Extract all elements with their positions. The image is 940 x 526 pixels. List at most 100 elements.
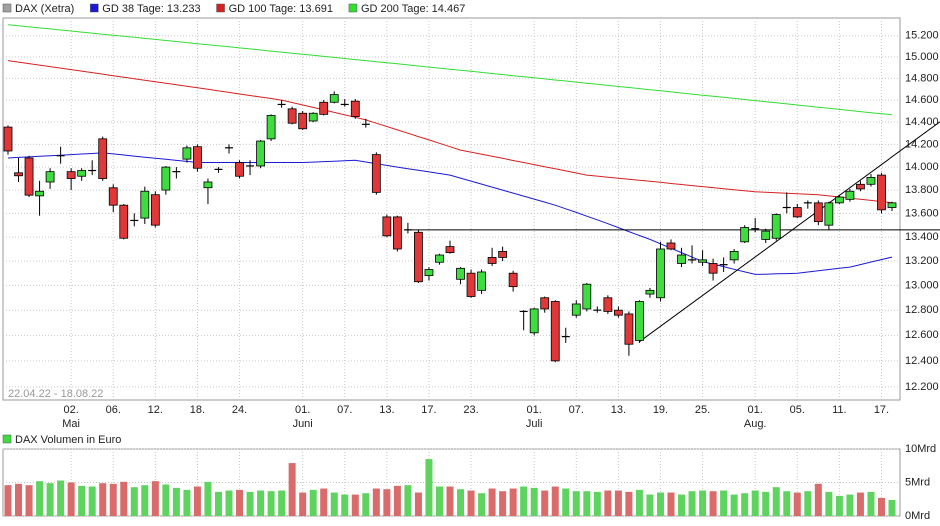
volume-bar — [762, 491, 770, 516]
volume-bar — [257, 490, 265, 516]
candle-body — [856, 183, 865, 190]
candle-body — [298, 112, 308, 130]
legend-marker — [348, 3, 358, 13]
candle-body — [708, 263, 718, 274]
candle-body — [140, 190, 150, 219]
candle-body — [3, 126, 13, 152]
volume-bar — [57, 480, 65, 516]
candle-body — [414, 231, 423, 283]
volume-bar — [278, 490, 286, 516]
candle-body — [161, 166, 171, 191]
x-tick-label: 07. — [337, 404, 352, 416]
volume-bar — [551, 486, 559, 516]
candle-body — [866, 176, 876, 185]
volume-bar — [709, 491, 717, 516]
x-tick-label: 24. — [232, 404, 247, 416]
x-tick-label: 17. — [421, 404, 436, 416]
candle-body — [150, 194, 160, 226]
candle-body — [287, 108, 297, 124]
candle-body — [698, 259, 707, 263]
candle-body — [666, 242, 676, 250]
volume-bar — [520, 486, 528, 516]
month-label: Mai — [62, 418, 80, 430]
candle-body — [445, 246, 455, 254]
volume-bar — [88, 486, 96, 516]
ma-line — [7, 152, 893, 275]
legend-label: GD 100 Tage: 13.691 — [229, 3, 333, 15]
candle-body — [498, 251, 508, 258]
volume-bar — [635, 489, 643, 516]
x-tick-label: 23. — [463, 404, 478, 416]
candle-body — [392, 216, 402, 250]
volume-bar — [425, 459, 433, 516]
volume-bar — [15, 483, 23, 516]
volume-bar — [604, 490, 612, 516]
candle-body — [771, 214, 781, 239]
month-label: Juli — [526, 418, 543, 430]
volume-bar — [467, 490, 475, 516]
x-tick-label: 19. — [653, 404, 668, 416]
volume-bar — [393, 485, 401, 516]
candle-body — [582, 283, 592, 310]
candle-body — [382, 216, 392, 237]
volume-bar — [383, 489, 391, 516]
candle-body — [656, 248, 665, 299]
x-tick-label: 11. — [832, 404, 846, 416]
candle-body — [45, 171, 55, 183]
volume-bar — [204, 481, 212, 516]
month-label: Aug. — [744, 418, 767, 430]
volume-bar — [835, 495, 843, 516]
x-tick-label: 07. — [569, 404, 584, 416]
volume-bar — [341, 494, 349, 516]
candle-body — [834, 196, 844, 204]
y-tick-label: 13.800 — [905, 184, 939, 196]
volume-bar — [372, 488, 380, 516]
volume-bar — [172, 487, 180, 516]
candle-body — [371, 154, 381, 193]
x-tick-label: 01. — [527, 404, 542, 416]
y-tick-label: 10Mrd — [905, 443, 936, 455]
volume-bar — [25, 485, 33, 516]
volume-bar — [362, 493, 370, 516]
y-tick-label: 13.400 — [905, 231, 939, 243]
month-label: Juni — [293, 418, 313, 430]
volume-bar — [541, 490, 549, 516]
volume-bar — [299, 492, 307, 516]
candle-body — [740, 227, 750, 243]
volume-bar — [78, 485, 86, 516]
candle-body — [571, 303, 581, 316]
candle-body — [508, 272, 518, 288]
candle-body — [329, 94, 339, 103]
candle-body — [119, 204, 129, 239]
candle-body — [624, 313, 634, 345]
volume-bar — [246, 491, 254, 516]
y-tick-label: 15.200 — [905, 30, 939, 42]
candle-body — [319, 101, 329, 115]
candle-body — [435, 254, 444, 263]
volume-bar — [499, 491, 507, 516]
candle-body — [529, 308, 539, 334]
volume-bar — [183, 489, 191, 516]
x-tick-label: 13. — [611, 404, 626, 416]
trend-line — [639, 121, 940, 343]
volume-bar — [36, 481, 44, 516]
candle-body — [424, 269, 434, 277]
volume-bar — [562, 488, 570, 516]
price-frame — [2, 17, 901, 401]
candle-body — [477, 271, 486, 291]
candle-body — [266, 115, 276, 140]
candle-body — [613, 309, 623, 316]
y-tick-label: 13.200 — [905, 255, 939, 267]
y-tick-label: 14.200 — [905, 138, 939, 150]
candle-body — [645, 289, 655, 295]
volume-bar — [814, 483, 822, 516]
volume-bar — [236, 489, 244, 516]
volume-bar — [846, 494, 854, 516]
volume-bar — [856, 492, 864, 516]
volume-bar — [741, 493, 749, 516]
candle-body — [761, 230, 771, 240]
y-tick-label: 13.600 — [905, 207, 939, 219]
volume-bar — [614, 490, 622, 516]
volume-bar — [46, 483, 54, 516]
candle-body — [308, 112, 318, 122]
